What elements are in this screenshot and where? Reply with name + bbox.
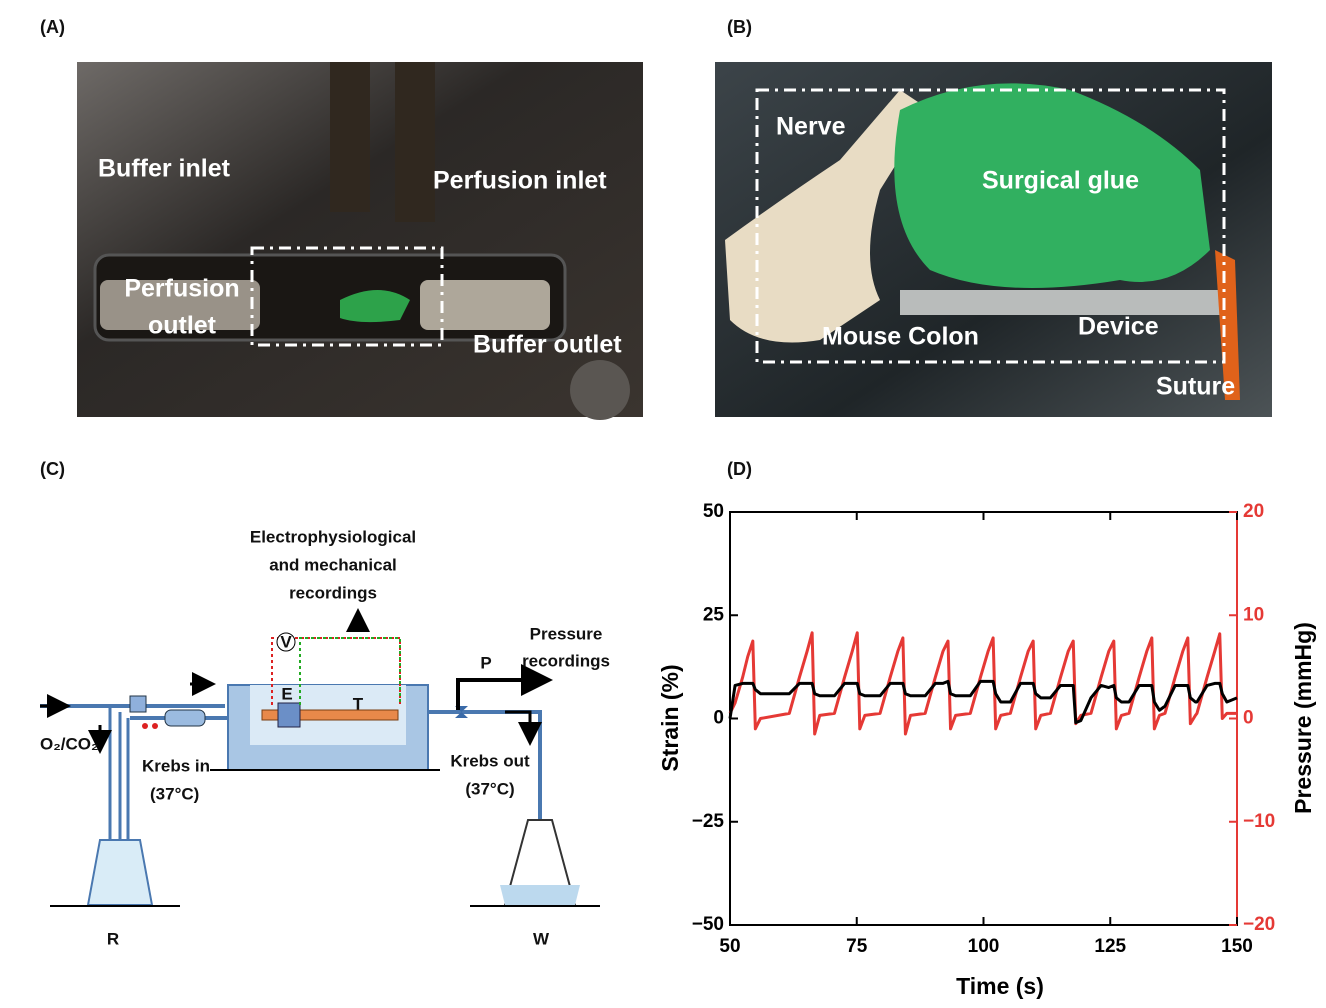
y-tick-label: 0 xyxy=(713,708,724,729)
diagram-label: V xyxy=(280,632,292,651)
y-axis-title: Strain (%) xyxy=(657,664,683,771)
photo-a: Buffer inlet Perfusion inlet Perfusion o… xyxy=(77,62,643,420)
y2-tick-label: −10 xyxy=(1243,811,1275,832)
y-tick-label: 50 xyxy=(703,501,724,522)
y-tick-label: −25 xyxy=(692,811,725,832)
x-axis-title: Time (s) xyxy=(956,973,1044,999)
annotation: Surgical glue xyxy=(982,167,1139,195)
x-tick-label: 125 xyxy=(1094,936,1126,957)
panel-label: (B) xyxy=(727,17,752,37)
diagram-label: O₂/CO₂ xyxy=(40,734,99,753)
annotation: Perfusion xyxy=(124,275,239,303)
diagram-label: Electrophysiological xyxy=(250,527,416,546)
x-tick-label: 75 xyxy=(846,936,868,957)
diagram-label: W xyxy=(533,929,550,948)
y2-tick-label: 10 xyxy=(1243,604,1264,625)
diagram-label: and mechanical xyxy=(269,555,397,574)
annotation: Nerve xyxy=(776,113,846,141)
y2-axis-title: Pressure (mmHg) xyxy=(1290,622,1316,814)
setup-diagram: Electrophysiological and mechanical reco… xyxy=(40,527,610,948)
diagram-label: Pressure xyxy=(530,624,603,643)
panel-label: (D) xyxy=(727,459,752,479)
photo-b: Nerve Surgical glue Mouse Colon Device S… xyxy=(715,62,1272,417)
diagram-label: R xyxy=(107,929,119,948)
diagram-label: (37°C) xyxy=(465,779,514,798)
x-tick-label: 150 xyxy=(1221,936,1253,957)
annotation: Suture xyxy=(1156,373,1235,401)
chart: Time (s) Strain (%) Pressure (mmHg) 50 75… xyxy=(657,501,1316,999)
diagram-label: E xyxy=(281,684,292,703)
figure: (A) (B) (C) (D) Buffer inlet Perfusion i… xyxy=(0,0,1326,1003)
plot-frame xyxy=(730,512,1237,925)
y-tick-label: −50 xyxy=(692,914,724,935)
panel-label: (C) xyxy=(40,459,65,479)
diagram-label: recordings xyxy=(522,651,610,670)
annotation: Mouse Colon xyxy=(822,323,979,351)
y2-tick-label: 20 xyxy=(1243,501,1264,522)
annotation: Device xyxy=(1078,313,1159,341)
annotation: Perfusion inlet xyxy=(433,167,607,195)
x-tick-label: 100 xyxy=(968,936,1000,957)
y-tick-label: 25 xyxy=(703,604,725,625)
diagram-label: P xyxy=(480,653,491,672)
y2-tick-label: 0 xyxy=(1243,708,1254,729)
diagram-label: Krebs out xyxy=(450,751,530,770)
panel-label: (A) xyxy=(40,17,65,37)
diagram-label: (37°C) xyxy=(150,784,199,803)
annotation: Buffer outlet xyxy=(473,331,622,359)
diagram-label: Krebs in xyxy=(142,756,210,775)
x-tick-label: 50 xyxy=(719,936,740,957)
y2-tick-label: −20 xyxy=(1243,914,1275,935)
annotation: outlet xyxy=(148,312,217,340)
annotation: Buffer inlet xyxy=(98,155,231,183)
diagram-label: recordings xyxy=(289,583,377,602)
diagram-label: T xyxy=(353,694,364,713)
